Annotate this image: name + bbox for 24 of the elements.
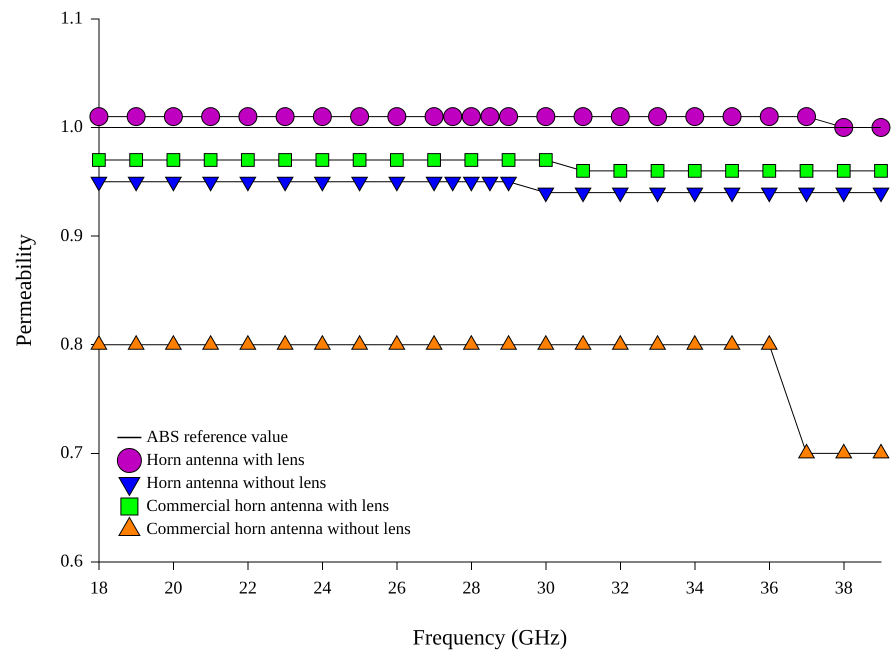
legend-label: ABS reference value — [146, 426, 288, 446]
legend-label: Commercial horn antenna with lens — [146, 496, 390, 515]
x-tick-label: 28 — [462, 578, 480, 598]
x-tick-label: 26 — [388, 578, 406, 598]
y-tick-label: 0.7 — [60, 442, 83, 462]
legend-label: Commercial horn antenna without lens — [146, 518, 411, 538]
x-tick-label: 18 — [90, 578, 108, 598]
legend-label: Horn antenna with lens — [146, 450, 305, 469]
x-tick-label: 24 — [313, 578, 332, 598]
y-tick-label: 1.0 — [60, 116, 83, 136]
y-tick-label: 0.8 — [60, 333, 83, 354]
x-tick-label: 30 — [536, 578, 555, 598]
x-tick-label: 20 — [164, 578, 182, 598]
x-tick-label: 36 — [760, 578, 778, 598]
y-tick-label: 1.1 — [60, 8, 83, 28]
y-axis-title: Permeability — [10, 234, 36, 347]
y-tick-label: 0.9 — [60, 224, 83, 245]
x-axis-title: Frequency (GHz) — [412, 624, 568, 650]
legend-label: Horn antenna without lens — [146, 472, 326, 492]
x-tick-label: 34 — [686, 578, 704, 598]
y-tick-label: 0.6 — [60, 550, 83, 571]
x-tick-label: 32 — [611, 578, 630, 598]
x-tick-label: 22 — [238, 578, 257, 598]
x-tick-label: 38 — [834, 578, 853, 598]
